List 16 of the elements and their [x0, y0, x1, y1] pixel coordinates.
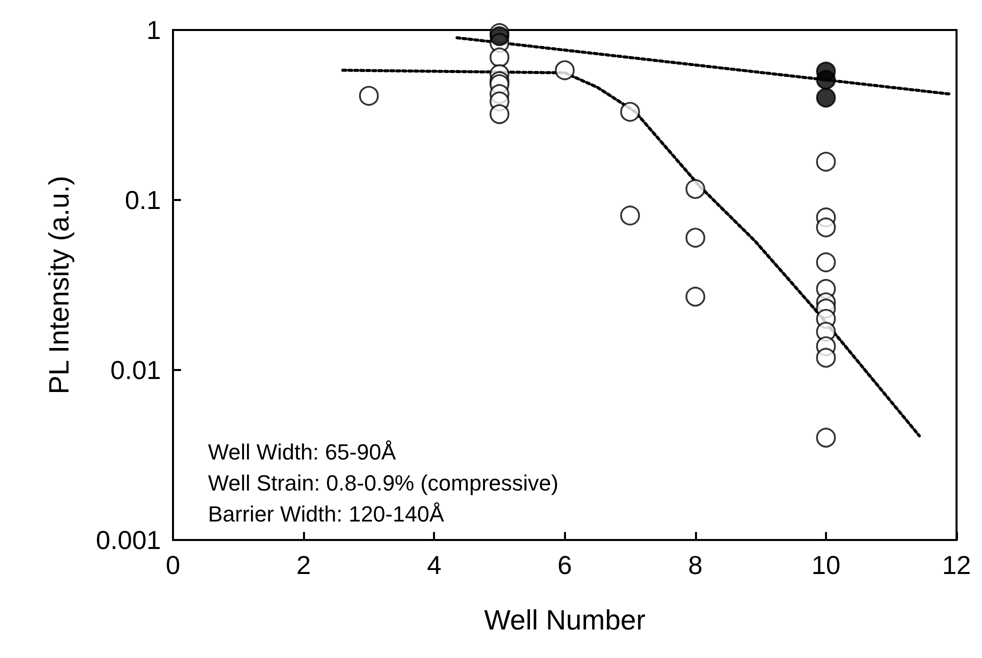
x-tick-label: 6 — [558, 550, 572, 580]
annotation: Well Width: 65-90Å — [208, 440, 396, 464]
x-tick-label: 2 — [296, 550, 311, 580]
x-tick-label: 10 — [811, 550, 840, 580]
x-axis-title: Well Number — [484, 604, 646, 636]
x-tick-label: 12 — [942, 550, 971, 580]
y-tick-label: 0.001 — [96, 525, 161, 555]
y-tick-label: 1 — [146, 15, 161, 45]
x-tick-label: 4 — [426, 550, 442, 580]
annotation: Barrier Width: 120-140Å — [208, 502, 444, 526]
y-tick-label: 0.1 — [124, 185, 161, 215]
annotation: Well Strain: 0.8-0.9% (compressive) — [208, 470, 558, 496]
x-tick-label: 8 — [688, 550, 703, 580]
y-axis-title: PL Intensity (a.u.) — [44, 176, 74, 394]
x-tick-label: 0 — [166, 550, 180, 580]
y-tick-label: 0.01 — [110, 355, 161, 385]
